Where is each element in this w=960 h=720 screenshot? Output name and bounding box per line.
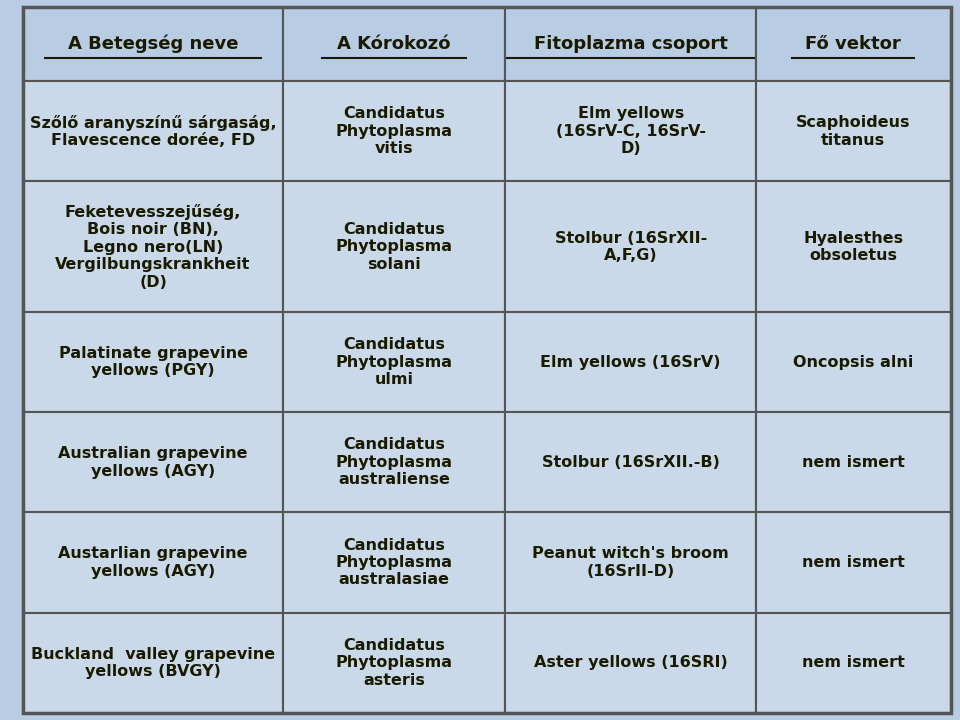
FancyBboxPatch shape	[23, 613, 283, 713]
Text: Palatinate grapevine
yellows (PGY): Palatinate grapevine yellows (PGY)	[59, 346, 248, 379]
Text: Szőlő aranyszínű sárgaság,
Flavescence dorée, FD: Szőlő aranyszínű sárgaság, Flavescence d…	[30, 114, 276, 148]
Text: Candidatus
Phytoplasma
ulmi: Candidatus Phytoplasma ulmi	[336, 337, 453, 387]
FancyBboxPatch shape	[756, 613, 950, 713]
FancyBboxPatch shape	[283, 613, 506, 713]
FancyBboxPatch shape	[506, 181, 756, 312]
Text: Elm yellows
(16SrV-C, 16SrV-
D): Elm yellows (16SrV-C, 16SrV- D)	[556, 107, 706, 156]
FancyBboxPatch shape	[506, 513, 756, 613]
FancyBboxPatch shape	[283, 7, 506, 81]
Text: Fő vektor: Fő vektor	[805, 35, 901, 53]
Text: Elm yellows (16SrV): Elm yellows (16SrV)	[540, 355, 721, 369]
Text: Aster yellows (16SRI): Aster yellows (16SRI)	[534, 655, 728, 670]
FancyBboxPatch shape	[506, 7, 756, 81]
FancyBboxPatch shape	[283, 81, 506, 181]
Text: Fitoplazma csoport: Fitoplazma csoport	[534, 35, 728, 53]
FancyBboxPatch shape	[756, 7, 950, 81]
Text: Candidatus
Phytoplasma
australiense: Candidatus Phytoplasma australiense	[336, 438, 453, 487]
Text: Feketevesszejűség,
Bois noir (BN),
Legno nero(LN)
Vergilbungskrankheit
(D): Feketevesszejűség, Bois noir (BN), Legno…	[56, 204, 251, 289]
FancyBboxPatch shape	[283, 513, 506, 613]
Text: A Betegség neve: A Betegség neve	[68, 35, 238, 53]
FancyBboxPatch shape	[756, 181, 950, 312]
Text: Oncopsis alni: Oncopsis alni	[793, 355, 913, 369]
FancyBboxPatch shape	[283, 413, 506, 513]
FancyBboxPatch shape	[756, 413, 950, 513]
FancyBboxPatch shape	[506, 413, 756, 513]
Text: Stolbur (16SrXII.-B): Stolbur (16SrXII.-B)	[541, 455, 720, 470]
Text: Peanut witch's broom
(16SrII-D): Peanut witch's broom (16SrII-D)	[532, 546, 729, 579]
Text: Candidatus
Phytoplasma
solani: Candidatus Phytoplasma solani	[336, 222, 453, 271]
FancyBboxPatch shape	[506, 312, 756, 413]
Text: Austarlian grapevine
yellows (AGY): Austarlian grapevine yellows (AGY)	[59, 546, 248, 579]
Text: A Kórokozó: A Kórokozó	[337, 35, 451, 53]
FancyBboxPatch shape	[283, 181, 506, 312]
Text: Candidatus
Phytoplasma
vitis: Candidatus Phytoplasma vitis	[336, 107, 453, 156]
FancyBboxPatch shape	[283, 312, 506, 413]
Text: Stolbur (16SrXII-
A,F,G): Stolbur (16SrXII- A,F,G)	[555, 230, 707, 263]
Text: Australian grapevine
yellows (AGY): Australian grapevine yellows (AGY)	[59, 446, 248, 479]
FancyBboxPatch shape	[756, 81, 950, 181]
FancyBboxPatch shape	[23, 181, 283, 312]
Text: nem ismert: nem ismert	[802, 555, 904, 570]
FancyBboxPatch shape	[756, 513, 950, 613]
FancyBboxPatch shape	[23, 7, 283, 81]
FancyBboxPatch shape	[506, 81, 756, 181]
FancyBboxPatch shape	[23, 413, 283, 513]
Text: Scaphoideus
titanus: Scaphoideus titanus	[796, 115, 910, 148]
Text: nem ismert: nem ismert	[802, 655, 904, 670]
Text: Candidatus
Phytoplasma
australasiae: Candidatus Phytoplasma australasiae	[336, 538, 453, 588]
FancyBboxPatch shape	[23, 513, 283, 613]
Text: nem ismert: nem ismert	[802, 455, 904, 470]
Text: Hyalesthes
obsoletus: Hyalesthes obsoletus	[804, 230, 903, 263]
Text: Buckland  valley grapevine
yellows (BVGY): Buckland valley grapevine yellows (BVGY)	[31, 647, 276, 679]
FancyBboxPatch shape	[23, 81, 283, 181]
FancyBboxPatch shape	[756, 312, 950, 413]
FancyBboxPatch shape	[506, 613, 756, 713]
Text: Candidatus
Phytoplasma
asteris: Candidatus Phytoplasma asteris	[336, 638, 453, 688]
FancyBboxPatch shape	[23, 312, 283, 413]
